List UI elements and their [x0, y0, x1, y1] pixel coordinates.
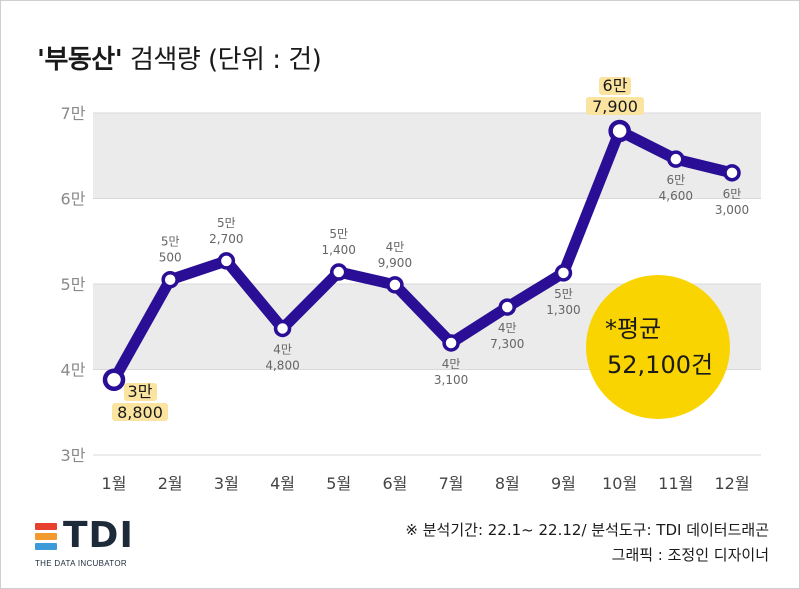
x-tick-label-9: 10월	[602, 474, 637, 493]
data-point-2	[217, 252, 236, 270]
average-badge: *평균 52,100건	[586, 275, 730, 419]
data-point-6	[442, 334, 460, 352]
value-label-1-line2: 500	[159, 251, 182, 265]
average-circle	[586, 275, 730, 419]
logo-bar-blue	[35, 543, 57, 550]
data-point-3	[273, 319, 292, 338]
highlight-bg-9a	[599, 77, 631, 95]
y-tick-label-0: 3만	[61, 446, 86, 465]
data-point-4	[329, 263, 348, 281]
value-label-4-line1: 5만	[329, 227, 348, 241]
value-label-8-line1: 5만	[554, 287, 573, 301]
logo-subtitle: THE DATA INCUBATOR	[35, 559, 127, 568]
average-label: *평균	[605, 315, 661, 343]
y-tick-label-1: 4만	[61, 361, 86, 380]
value-label-0-line1: 3만	[128, 382, 153, 401]
value-label-4-line2: 1,400	[322, 243, 356, 257]
value-label-11-line1: 6만	[723, 187, 742, 201]
data-point-1	[161, 270, 179, 289]
x-tick-label-1: 2월	[158, 474, 183, 493]
value-label-6-line2: 3,100	[434, 373, 468, 387]
source-note: ※ 분석기간: 22.1~ 22.12/ 분석도구: TDI 데이터드래곤	[405, 521, 769, 539]
x-tick-label-5: 6월	[382, 474, 407, 493]
value-label-2-line2: 2,700	[209, 232, 243, 246]
x-tick-label-6: 7월	[439, 474, 464, 493]
value-label-1-line1: 5만	[161, 235, 180, 249]
highlight-bg-0b	[112, 403, 168, 421]
value-label-3-line1: 4만	[273, 342, 292, 356]
average-value: 52,100건	[607, 351, 713, 379]
value-label-8-line2: 1,300	[546, 303, 580, 317]
graphic-credit: 그래픽 : 조정인 디자이너	[611, 546, 769, 564]
value-label-11-line2: 3,000	[715, 203, 749, 217]
x-tick-label-11: 12월	[714, 474, 749, 493]
value-label-9-line1: 6만	[603, 76, 628, 95]
x-tick-label-0: 1월	[102, 474, 127, 493]
x-tick-label-10: 11월	[658, 474, 693, 493]
x-tick-label-8: 9월	[551, 474, 576, 493]
value-label-3-line2: 4,800	[265, 358, 299, 372]
x-tick-label-2: 3월	[214, 474, 239, 493]
tdi-logo: TDI THE DATA INCUBATOR	[35, 515, 165, 571]
x-tick-label-7: 8월	[495, 474, 520, 493]
value-label-0-line2: 8,800	[117, 403, 163, 422]
value-label-10-line2: 4,600	[659, 189, 693, 203]
grid-band-1	[93, 113, 761, 199]
logo-bars	[35, 523, 57, 553]
x-tick-label-4: 5월	[326, 474, 351, 493]
value-label-6-line1: 4만	[442, 357, 461, 371]
data-point-8	[554, 264, 573, 282]
data-point-10	[667, 150, 685, 168]
value-label-2-line1: 5만	[217, 216, 236, 230]
value-label-7-line2: 7,300	[490, 337, 524, 351]
chart-title-keyword: '부동산'	[37, 45, 123, 75]
logo-text: TDI	[63, 515, 134, 556]
chart-title-unit: 검색량 (단위 : 건)	[122, 45, 322, 75]
y-tick-label-2: 5만	[61, 275, 86, 294]
highlight-bg-9b	[586, 97, 644, 115]
y-tick-label-4: 7만	[61, 104, 86, 123]
y-tick-label-3: 6만	[61, 190, 86, 209]
logo-bar-red	[35, 523, 57, 530]
chart-title: '부동산' 검색량 (단위 : 건)	[37, 39, 322, 76]
logo-bar-orange	[35, 533, 57, 540]
value-label-5-line2: 9,900	[378, 256, 412, 270]
data-point-7	[498, 298, 517, 316]
value-label-7-line1: 4만	[498, 321, 517, 335]
data-point-0	[102, 368, 126, 392]
data-point-5	[386, 276, 404, 294]
value-label-10-line1: 6만	[666, 173, 685, 187]
highlight-bg-0a	[124, 383, 157, 401]
data-point-9	[608, 119, 631, 143]
data-point-11	[723, 164, 741, 182]
value-label-5-line1: 4만	[386, 240, 405, 254]
x-tick-label-3: 4월	[270, 474, 295, 493]
value-label-9-line2: 7,900	[592, 97, 638, 116]
